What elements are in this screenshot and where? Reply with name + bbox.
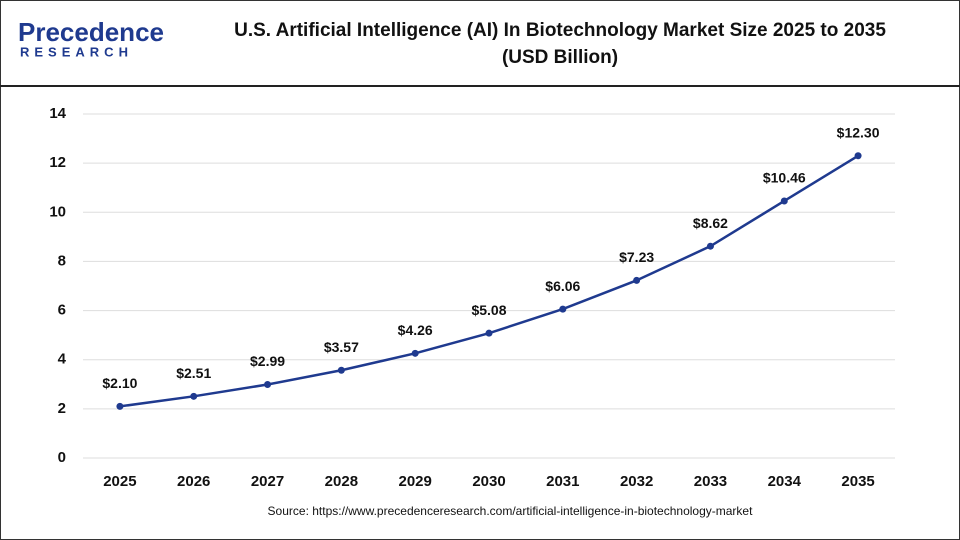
- y-tick-label: 12: [49, 154, 66, 171]
- y-tick-label: 2: [58, 400, 66, 417]
- data-point: [411, 349, 419, 357]
- data-label: $2.51: [176, 365, 211, 381]
- chart-subtitle: (USD Billion): [502, 47, 618, 68]
- data-label: $5.08: [471, 302, 506, 318]
- x-tick-label: 2029: [398, 473, 431, 490]
- x-tick-label: 2027: [251, 473, 284, 490]
- logo-name: Precedence: [18, 17, 164, 47]
- data-label: $8.62: [693, 215, 728, 231]
- data-point: [559, 305, 567, 313]
- y-tick-label: 8: [58, 252, 66, 269]
- y-tick-label: 6: [58, 302, 66, 319]
- y-tick-label: 14: [49, 105, 66, 122]
- data-label: $3.57: [324, 339, 359, 355]
- data-label: $7.23: [619, 249, 654, 265]
- data-label: $2.99: [250, 353, 285, 369]
- x-tick-label: 2028: [325, 473, 358, 490]
- data-point: [854, 152, 862, 160]
- x-tick-label: 2026: [177, 473, 210, 490]
- data-point: [485, 329, 493, 337]
- data-label: $2.10: [102, 375, 137, 391]
- chart-title: U.S. Artificial Intelligence (AI) In Bio…: [234, 20, 886, 41]
- data-point: [337, 366, 345, 374]
- x-tick-label: 2034: [768, 473, 802, 490]
- data-point: [116, 402, 124, 410]
- data-label: $12.30: [837, 124, 880, 140]
- x-tick-label: 2035: [841, 473, 874, 490]
- data-label: $4.26: [398, 322, 433, 338]
- x-tick-label: 2033: [694, 473, 727, 490]
- y-tick-label: 4: [58, 351, 67, 368]
- y-tick-label: 10: [49, 203, 66, 220]
- x-tick-label: 2030: [472, 473, 505, 490]
- source-note: Source: https://www.precedenceresearch.c…: [268, 504, 754, 518]
- x-tick-label: 2032: [620, 473, 653, 490]
- data-point: [780, 197, 788, 205]
- data-point: [706, 242, 714, 250]
- data-point: [190, 392, 198, 400]
- data-label: $6.06: [545, 278, 580, 294]
- data-point: [633, 276, 641, 284]
- x-tick-label: 2025: [103, 473, 136, 490]
- data-point: [264, 381, 272, 389]
- x-tick-label: 2031: [546, 473, 579, 490]
- y-tick-label: 0: [58, 449, 66, 466]
- data-label: $10.46: [763, 170, 806, 186]
- logo-tagline: RESEARCH: [20, 44, 133, 59]
